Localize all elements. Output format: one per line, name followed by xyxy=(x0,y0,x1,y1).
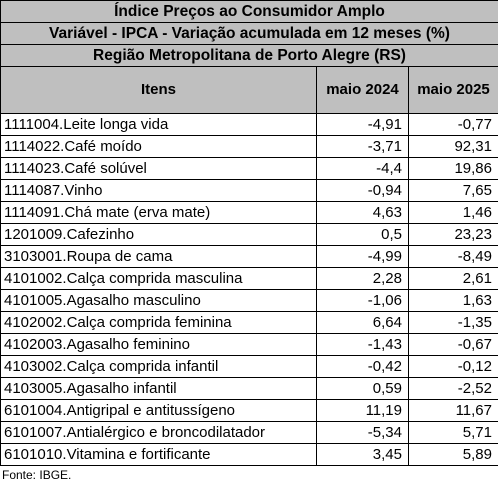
value-2025-cell: 23,23 xyxy=(408,223,498,246)
value-2024-cell: -0,42 xyxy=(316,355,409,378)
value-2024-cell: -3,71 xyxy=(316,135,409,158)
item-cell: 1114091.Chá mate (erva mate) xyxy=(0,201,317,224)
value-2024-cell: 6,64 xyxy=(316,311,409,334)
value-2024-cell: 3,45 xyxy=(316,443,409,466)
ipca-table: Índice Preços ao Consumidor Amplo Variáv… xyxy=(0,0,498,466)
item-cell: 1111004.Leite longa vida xyxy=(0,113,317,136)
value-2025-cell: -1,35 xyxy=(408,311,498,334)
table-row: 4103005.Agasalho infantil 0,59 -2,52 xyxy=(0,377,498,400)
value-2025-cell: 1,46 xyxy=(408,201,498,224)
table-row: 1114091.Chá mate (erva mate) 4,63 1,46 xyxy=(0,201,498,224)
table-subtitle: Variável - IPCA - Variação acumulada em … xyxy=(0,22,498,45)
item-cell: 3103001.Roupa de cama xyxy=(0,245,317,268)
column-header-2024: maio 2024 xyxy=(316,66,409,114)
table-row: 4101005.Agasalho masculino -1,06 1,63 xyxy=(0,289,498,312)
item-cell: 6101010.Vitamina e fortificante xyxy=(0,443,317,466)
value-2024-cell: -1,43 xyxy=(316,333,409,356)
item-cell: 1114022.Café moído xyxy=(0,135,317,158)
column-header-row: Itens maio 2024 maio 2025 xyxy=(0,66,498,114)
value-2025-cell: -0,12 xyxy=(408,355,498,378)
table-row: 6101010.Vitamina e fortificante 3,45 5,89 xyxy=(0,443,498,466)
value-2025-cell: -0,77 xyxy=(408,113,498,136)
item-cell: 6101007.Antialérgico e broncodilatador xyxy=(0,421,317,444)
value-2024-cell: 4,63 xyxy=(316,201,409,224)
title-row-1: Índice Preços ao Consumidor Amplo xyxy=(0,0,498,23)
value-2024-cell: -5,34 xyxy=(316,421,409,444)
title-row-3: Região Metropolitana de Porto Alegre (RS… xyxy=(0,44,498,67)
value-2025-cell: 2,61 xyxy=(408,267,498,290)
value-2024-cell: -4,91 xyxy=(316,113,409,136)
table-row: 6101007.Antialérgico e broncodilatador -5… xyxy=(0,421,498,444)
item-cell: 1201009.Cafezinho xyxy=(0,223,317,246)
table-row: 4101002.Calça comprida masculina 2,28 2,61 xyxy=(0,267,498,290)
value-2025-cell: 19,86 xyxy=(408,157,498,180)
table-row: 1114023.Café solúvel -4,4 19,86 xyxy=(0,157,498,180)
value-2025-cell: 11,67 xyxy=(408,399,498,422)
table-row: 6101004.Antigripal e antitussígeno 11,19 1… xyxy=(0,399,498,422)
value-2025-cell: -8,49 xyxy=(408,245,498,268)
table-row: 1201009.Cafezinho 0,5 23,23 xyxy=(0,223,498,246)
item-cell: 4103002.Calça comprida infantil xyxy=(0,355,317,378)
table-row: 1114022.Café moído -3,71 92,31 xyxy=(0,135,498,158)
value-2025-cell: 5,71 xyxy=(408,421,498,444)
table-row: 1114087.Vinho -0,94 7,65 xyxy=(0,179,498,202)
table-region: Região Metropolitana de Porto Alegre (RS… xyxy=(0,44,498,67)
value-2025-cell: 7,65 xyxy=(408,179,498,202)
value-2024-cell: 11,19 xyxy=(316,399,409,422)
value-2025-cell: -2,52 xyxy=(408,377,498,400)
value-2024-cell: 0,5 xyxy=(316,223,409,246)
item-cell: 1114087.Vinho xyxy=(0,179,317,202)
table-row: 3103001.Roupa de cama -4,99 -8,49 xyxy=(0,245,498,268)
table-row: 1111004.Leite longa vida -4,91 -0,77 xyxy=(0,113,498,136)
item-cell: 4103005.Agasalho infantil xyxy=(0,377,317,400)
table-row: 4102003.Agasalho feminino -1,43 -0,67 xyxy=(0,333,498,356)
item-cell: 4101002.Calça comprida masculina xyxy=(0,267,317,290)
table-title: Índice Preços ao Consumidor Amplo xyxy=(0,0,498,23)
value-2025-cell: 92,31 xyxy=(408,135,498,158)
item-cell: 1114023.Café solúvel xyxy=(0,157,317,180)
table-row: 4102002.Calça comprida feminina 6,64 -1,35 xyxy=(0,311,498,334)
item-cell: 4101005.Agasalho masculino xyxy=(0,289,317,312)
value-2024-cell: -4,99 xyxy=(316,245,409,268)
column-header-items: Itens xyxy=(0,66,317,114)
value-2024-cell: -0,94 xyxy=(316,179,409,202)
value-2025-cell: -0,67 xyxy=(408,333,498,356)
table-row: 4103002.Calça comprida infantil -0,42 -0,1… xyxy=(0,355,498,378)
column-header-2025: maio 2025 xyxy=(408,66,498,114)
value-2024-cell: -4,4 xyxy=(316,157,409,180)
value-2025-cell: 1,63 xyxy=(408,289,498,312)
value-2024-cell: 2,28 xyxy=(316,267,409,290)
item-cell: 4102002.Calça comprida feminina xyxy=(0,311,317,334)
item-cell: 4102003.Agasalho feminino xyxy=(0,333,317,356)
item-cell: 6101004.Antigripal e antitussígeno xyxy=(0,399,317,422)
value-2024-cell: -1,06 xyxy=(316,289,409,312)
value-2024-cell: 0,59 xyxy=(316,377,409,400)
title-row-2: Variável - IPCA - Variação acumulada em … xyxy=(0,22,498,45)
value-2025-cell: 5,89 xyxy=(408,443,498,466)
source-note: Fonte: IBGE. xyxy=(2,468,72,482)
